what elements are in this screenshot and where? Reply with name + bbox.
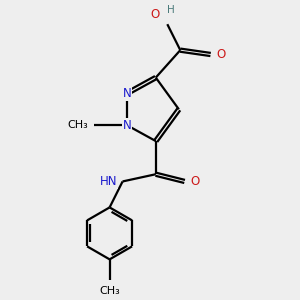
Text: N: N (122, 87, 131, 100)
Text: HN: HN (100, 175, 117, 188)
Text: O: O (151, 8, 160, 21)
Text: N: N (122, 119, 131, 132)
Text: H: H (167, 5, 175, 15)
Text: O: O (216, 48, 226, 61)
Text: O: O (190, 175, 200, 188)
Text: CH₃: CH₃ (99, 286, 120, 296)
Text: CH₃: CH₃ (68, 120, 88, 130)
